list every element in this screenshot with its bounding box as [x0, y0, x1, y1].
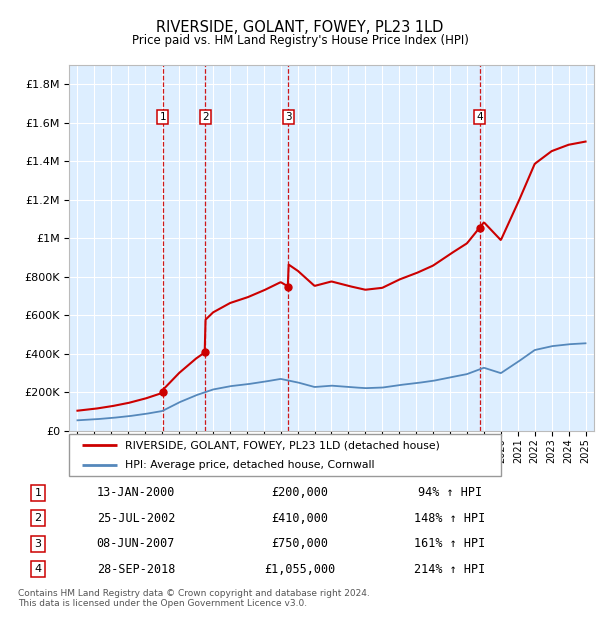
Text: 13-JAN-2000: 13-JAN-2000: [97, 486, 175, 499]
FancyBboxPatch shape: [69, 434, 501, 476]
Text: 25-JUL-2002: 25-JUL-2002: [97, 512, 175, 525]
Text: 94% ↑ HPI: 94% ↑ HPI: [418, 486, 482, 499]
Text: 2: 2: [202, 112, 209, 122]
Text: £750,000: £750,000: [271, 537, 329, 550]
Text: £200,000: £200,000: [271, 486, 329, 499]
Text: 2: 2: [34, 513, 41, 523]
Text: 3: 3: [34, 539, 41, 549]
Text: RIVERSIDE, GOLANT, FOWEY, PL23 1LD (detached house): RIVERSIDE, GOLANT, FOWEY, PL23 1LD (deta…: [125, 440, 440, 450]
Text: RIVERSIDE, GOLANT, FOWEY, PL23 1LD: RIVERSIDE, GOLANT, FOWEY, PL23 1LD: [157, 20, 443, 35]
Text: 4: 4: [34, 564, 41, 574]
Text: 08-JUN-2007: 08-JUN-2007: [97, 537, 175, 550]
Text: 1: 1: [160, 112, 166, 122]
Text: 161% ↑ HPI: 161% ↑ HPI: [414, 537, 485, 550]
Text: 4: 4: [476, 112, 483, 122]
Text: HPI: Average price, detached house, Cornwall: HPI: Average price, detached house, Corn…: [125, 460, 374, 470]
Text: 1: 1: [34, 488, 41, 498]
Text: 3: 3: [285, 112, 292, 122]
Text: Contains HM Land Registry data © Crown copyright and database right 2024.
This d: Contains HM Land Registry data © Crown c…: [18, 589, 370, 608]
Text: £1,055,000: £1,055,000: [265, 563, 335, 576]
Text: £410,000: £410,000: [271, 512, 329, 525]
Text: Price paid vs. HM Land Registry's House Price Index (HPI): Price paid vs. HM Land Registry's House …: [131, 34, 469, 47]
Text: 28-SEP-2018: 28-SEP-2018: [97, 563, 175, 576]
Text: 148% ↑ HPI: 148% ↑ HPI: [414, 512, 485, 525]
Text: 214% ↑ HPI: 214% ↑ HPI: [414, 563, 485, 576]
